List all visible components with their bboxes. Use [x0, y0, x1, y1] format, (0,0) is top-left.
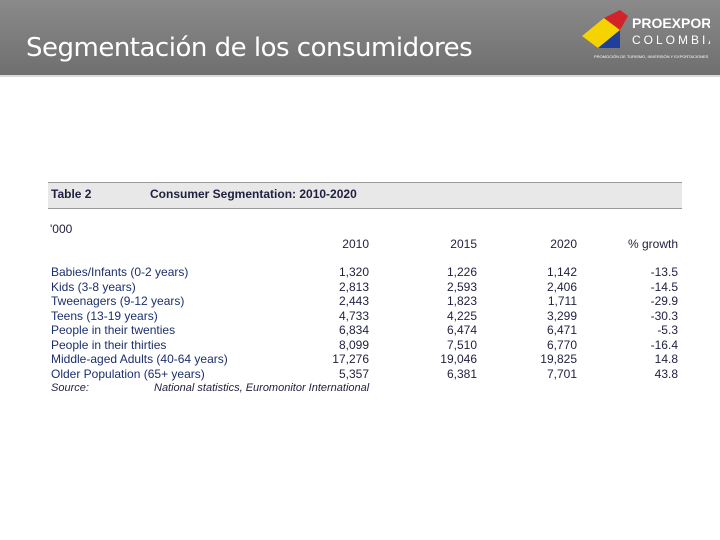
logo-country: COLOMBIA	[632, 33, 710, 47]
cell: 4,225	[446, 308, 477, 323]
cell: -29.9	[650, 294, 678, 308]
cell: 6,834	[338, 323, 369, 337]
row-label: Teens (13-19 years)	[51, 308, 158, 323]
row-label: Older Population (65+ years)	[51, 366, 205, 381]
cell: 6,471	[546, 323, 577, 337]
cell: -5.3	[657, 323, 678, 337]
cell: 2,593	[446, 279, 477, 294]
cell: 1,320	[338, 265, 369, 279]
column-header: 2020	[550, 237, 577, 251]
cell: 8,099	[338, 337, 369, 352]
cell: -14.5	[650, 279, 678, 294]
table-title: Consumer Segmentation: 2010-2020	[150, 187, 357, 201]
cell: 7,510	[446, 337, 477, 352]
row-label: People in their thirties	[51, 337, 167, 352]
logo-tagline: PROMOCIÓN DE TURISMO, INVERSIÓN Y EXPORT…	[594, 54, 709, 59]
column-header: % growth	[627, 237, 678, 251]
row-label: Tweenagers (9-12 years)	[51, 294, 185, 308]
source: National statistics, Euromonitor Interna…	[154, 382, 370, 394]
table-header-band	[48, 182, 682, 209]
cell: 4,733	[338, 308, 369, 323]
cell: -13.5	[650, 265, 678, 279]
table-number: Table 2	[51, 187, 92, 201]
table: Table 2 Consumer Segmentation: 2010-2020…	[48, 182, 682, 395]
logo: PROEXPORT COLOMBIA PROMOCIÓN DE TURISMO,…	[582, 10, 710, 59]
logo-name: PROEXPORT	[632, 15, 710, 31]
source-label: Source:	[51, 382, 89, 394]
cell: 2,406	[546, 279, 577, 294]
cell: -30.3	[650, 308, 678, 323]
cell: 14.8	[654, 352, 678, 366]
cell: 17,276	[332, 352, 369, 366]
unit: '000	[50, 222, 73, 236]
cell: 2,443	[338, 294, 369, 308]
cell: 43.8	[654, 366, 678, 381]
cell: 6,474	[446, 323, 477, 337]
cell: 19,046	[440, 352, 477, 366]
cell: 2,813	[338, 279, 369, 294]
column-header: 2010	[342, 237, 369, 251]
cell: 1,142	[546, 265, 577, 279]
cell: 5,357	[338, 366, 369, 381]
cell: 6,381	[446, 366, 477, 381]
row-label: Babies/Infants (0-2 years)	[51, 265, 189, 279]
cell: 6,770	[546, 337, 577, 352]
row-label: Kids (3-8 years)	[51, 279, 136, 294]
cell: 7,701	[546, 366, 577, 381]
column-header: 2015	[450, 237, 477, 251]
row-label: Middle-aged Adults (40-64 years)	[51, 352, 228, 366]
header-bar: Segmentación de los consumidores PROEXPO…	[0, 0, 720, 77]
cell: 1,823	[446, 294, 477, 308]
cell: 19,825	[540, 352, 577, 366]
cell: 1,226	[446, 265, 477, 279]
row-label: People in their twenties	[51, 323, 176, 337]
cell: -16.4	[650, 337, 678, 352]
cell: 3,299	[546, 308, 577, 323]
slide-title: Segmentación de los consumidores	[26, 33, 473, 63]
cell: 1,711	[547, 294, 577, 308]
